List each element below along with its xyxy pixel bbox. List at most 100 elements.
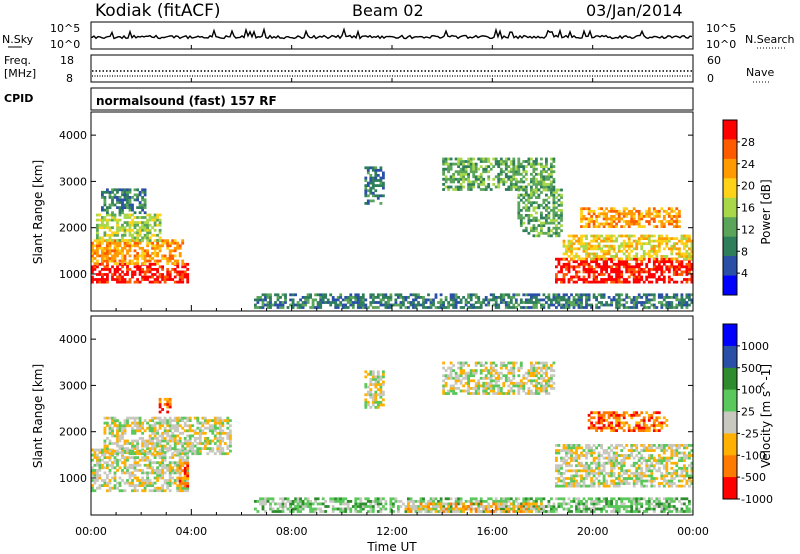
heatmap-cell xyxy=(133,447,137,450)
heatmap-cell xyxy=(91,484,94,487)
heatmap-cell xyxy=(637,424,641,427)
heatmap-cell xyxy=(206,452,210,456)
heatmap-cell xyxy=(582,242,586,246)
heatmap-cell xyxy=(131,416,134,420)
heatmap-cell xyxy=(148,458,152,462)
heatmap-cell xyxy=(118,206,122,209)
heatmap-cell xyxy=(168,434,172,438)
heatmap-cell xyxy=(650,303,654,307)
heatmap-cell xyxy=(118,424,122,428)
heatmap-cell xyxy=(657,247,661,251)
heatmap-cell xyxy=(560,464,563,468)
heatmap-cell xyxy=(667,479,671,483)
heatmap-cell xyxy=(186,419,190,422)
heatmap-cell xyxy=(670,252,674,256)
heatmap-cell xyxy=(98,278,102,281)
heatmap-cell xyxy=(532,369,536,372)
heatmap-cell xyxy=(600,416,603,420)
heatmap-cell xyxy=(652,239,656,243)
heatmap-cell xyxy=(354,301,358,304)
heatmap-cell xyxy=(675,247,679,251)
heatmap-cell xyxy=(173,270,177,274)
heatmap-cell xyxy=(464,170,468,174)
heatmap-cell xyxy=(530,162,533,166)
heatmap-cell xyxy=(672,293,676,297)
heatmap-cell xyxy=(560,278,563,281)
heatmap-cell xyxy=(542,293,546,297)
heatmap-cell xyxy=(557,466,561,470)
heatmap-cell xyxy=(595,260,598,264)
heatmap-cell xyxy=(191,444,195,448)
heatmap-cell xyxy=(605,265,608,269)
heatmap-cell xyxy=(477,185,481,189)
heatmap-cell xyxy=(449,387,453,390)
heatmap-cell xyxy=(647,459,651,462)
heatmap-cell xyxy=(580,296,583,299)
heatmap-cell xyxy=(552,198,556,202)
heatmap-cell xyxy=(221,419,225,422)
heatmap-cell xyxy=(412,303,415,307)
heatmap-cell xyxy=(612,413,616,417)
heatmap-cell xyxy=(101,479,104,482)
heatmap-cell xyxy=(374,395,378,399)
heatmap-cell xyxy=(454,306,458,309)
heatmap-cell xyxy=(178,437,182,440)
heatmap-cell xyxy=(617,273,621,276)
heatmap-cell xyxy=(617,454,621,457)
heatmap-cell xyxy=(111,273,114,276)
heatmap-cell xyxy=(667,265,671,269)
heatmap-cell xyxy=(186,424,190,428)
heatmap-cell xyxy=(612,464,616,468)
heatmap-cell xyxy=(186,482,190,485)
heatmap-cell xyxy=(156,452,159,456)
heatmap-cell xyxy=(585,298,588,302)
heatmap-cell xyxy=(688,255,691,258)
heatmap-cell xyxy=(647,220,651,223)
heatmap-cell xyxy=(607,451,611,455)
heatmap-cell xyxy=(123,216,127,219)
heatmap-cell xyxy=(650,413,654,417)
heatmap-cell xyxy=(487,381,491,385)
heatmap-cell xyxy=(572,257,576,261)
heatmap-cell xyxy=(585,466,588,470)
heatmap-cell xyxy=(141,444,144,448)
heatmap-cell xyxy=(166,273,170,276)
heatmap-cell xyxy=(597,262,601,266)
heatmap-cell xyxy=(108,206,112,209)
heatmap-cell xyxy=(655,280,659,284)
heatmap-cell xyxy=(274,303,277,307)
heatmap-cell xyxy=(479,371,483,375)
heatmap-cell xyxy=(171,469,175,472)
heatmap-cell xyxy=(537,224,541,227)
heatmap-cell xyxy=(680,451,684,455)
heatmap-cell xyxy=(289,298,292,302)
heatmap-cell xyxy=(133,241,137,245)
heatmap-cell xyxy=(269,293,272,297)
heatmap-cell xyxy=(522,165,526,168)
heatmap-cell xyxy=(524,191,528,194)
heatmap-cell xyxy=(166,466,170,470)
heatmap-cell xyxy=(688,456,691,460)
heatmap-cell xyxy=(537,361,541,365)
heatmap-cell xyxy=(597,461,601,465)
heatmap-cell xyxy=(141,236,144,240)
heatmap-cell xyxy=(680,296,684,299)
heatmap-cell xyxy=(131,442,134,445)
heatmap-cell xyxy=(683,446,686,450)
heatmap-cell xyxy=(133,226,137,230)
heatmap-cell xyxy=(148,254,152,258)
heatmap-cell xyxy=(572,242,576,246)
heatmap-cell xyxy=(158,421,162,425)
heatmap-cell xyxy=(111,419,114,422)
heatmap-cell xyxy=(173,259,177,263)
heatmap-cell xyxy=(575,472,578,475)
heatmap-cell xyxy=(642,237,646,240)
heatmap-cell xyxy=(459,361,463,365)
heatmap-cell xyxy=(118,239,122,242)
heatmap-cell xyxy=(592,212,596,216)
heatmap-cell xyxy=(229,444,232,448)
heatmap-cell xyxy=(514,306,518,309)
heatmap-cell xyxy=(605,220,608,223)
heatmap-cell xyxy=(497,172,501,176)
heatmap-cell xyxy=(597,411,601,415)
